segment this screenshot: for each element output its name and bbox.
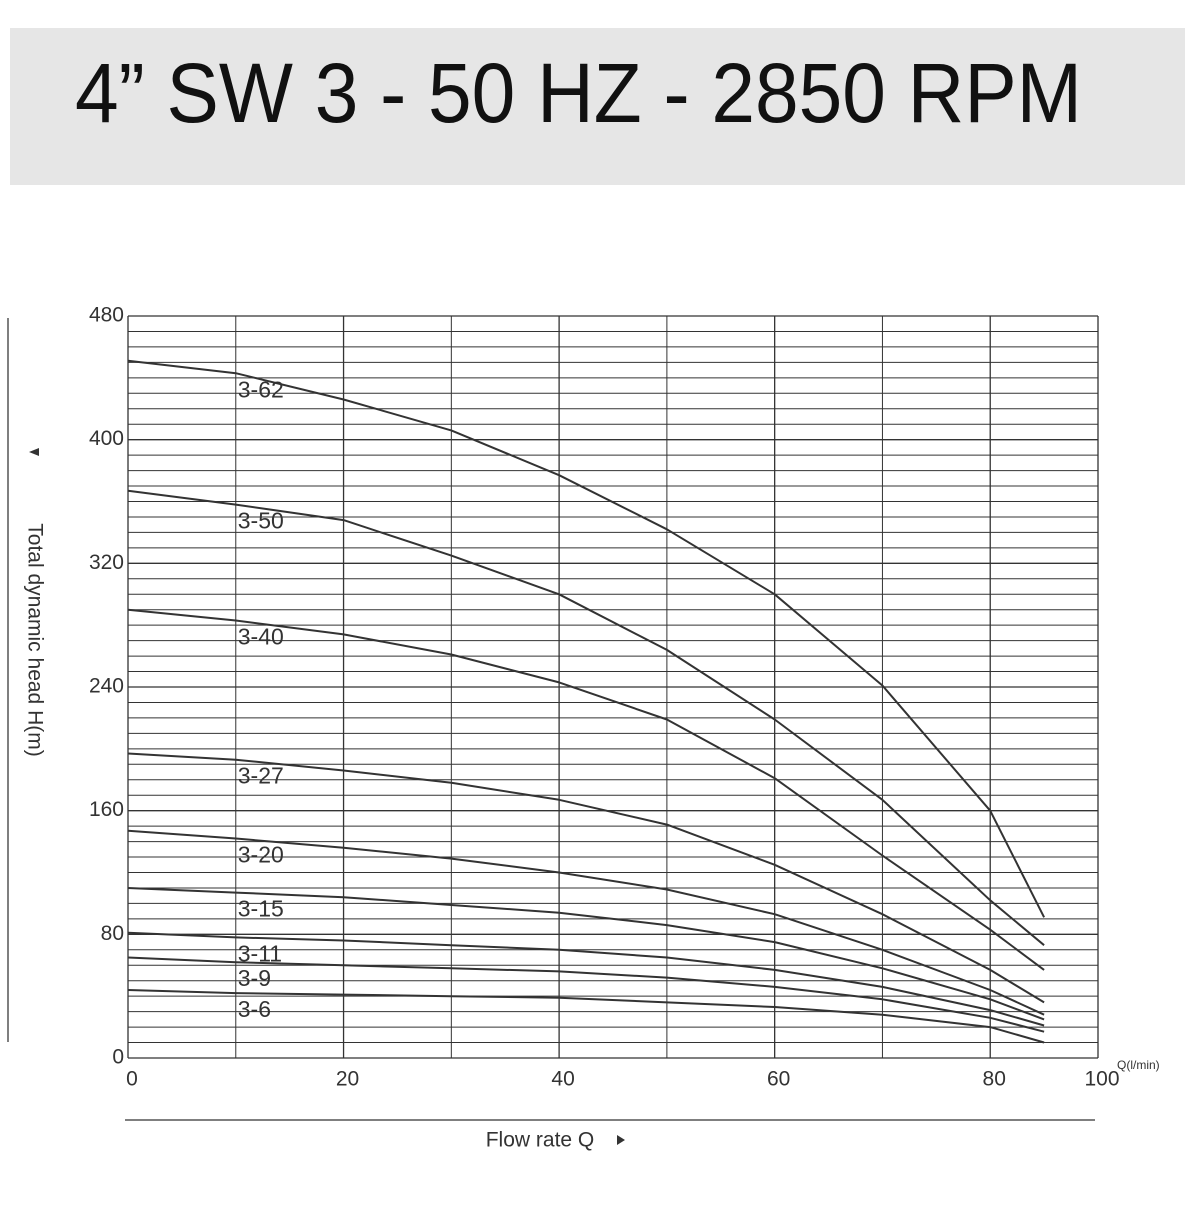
pump-curve xyxy=(127,931,1045,1027)
curve-label: 3-40 xyxy=(238,624,284,650)
curve-label: 3-20 xyxy=(238,842,284,868)
x-tick-label: 100 xyxy=(1084,1068,1119,1091)
pump-curve xyxy=(127,956,1045,1033)
y-tick-label: 400 xyxy=(89,427,124,450)
pump-curve xyxy=(127,608,1045,971)
curve-label: 3-6 xyxy=(238,996,271,1022)
y-tick-label: 0 xyxy=(112,1046,124,1069)
x-axis-label: Flow rate Q xyxy=(486,1129,595,1152)
pump-curve xyxy=(127,752,1045,1004)
x-tick-label: 0 xyxy=(126,1068,138,1091)
pump-curve xyxy=(127,489,1045,946)
pump-curve xyxy=(127,989,1045,1044)
y-axis-label: Total dynamic head H(m) xyxy=(23,523,46,756)
title-band xyxy=(10,28,1185,185)
x-tick-label: 80 xyxy=(983,1068,1006,1091)
y-tick-label: 160 xyxy=(89,798,124,821)
chart-title: 4” SW 3 - 50 HZ - 2850 RPM xyxy=(75,46,1082,140)
x-arrow xyxy=(617,1135,625,1145)
curve-label: 3-50 xyxy=(238,508,284,534)
curve-label: 3-27 xyxy=(238,763,284,789)
x-tick-label: 20 xyxy=(336,1068,359,1091)
y-tick-label: 80 xyxy=(101,922,124,945)
pump-curve xyxy=(127,887,1045,1021)
y-arrow xyxy=(29,448,39,456)
curve-label: 3-9 xyxy=(238,965,271,991)
y-tick-label: 480 xyxy=(89,304,124,327)
x-tick-label: 40 xyxy=(551,1068,574,1091)
y-tick-label: 320 xyxy=(89,551,124,574)
curve-label: 3-15 xyxy=(238,896,284,922)
x-unit-label: Q(l/min) xyxy=(1117,1058,1160,1072)
pump-curve xyxy=(127,359,1045,918)
pump-curve xyxy=(127,829,1045,1016)
curve-label: 3-62 xyxy=(238,376,284,402)
x-tick-label: 60 xyxy=(767,1068,790,1091)
y-tick-label: 240 xyxy=(89,675,124,698)
